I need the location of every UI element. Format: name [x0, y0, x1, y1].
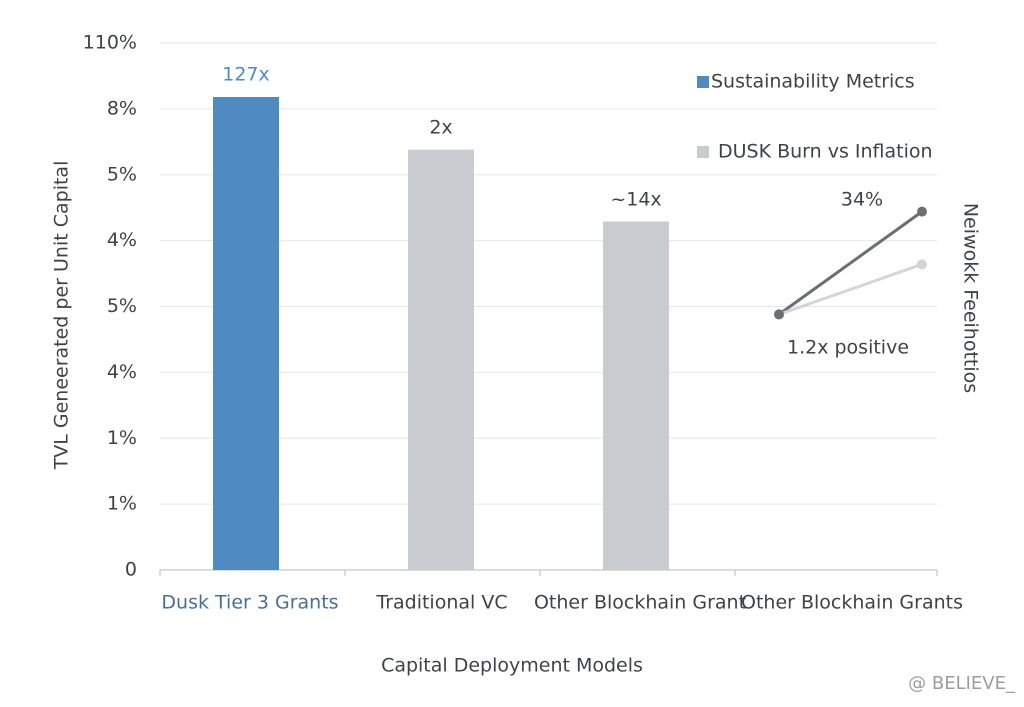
y-tick-label: 1%: [107, 427, 137, 449]
legend-swatch: [697, 76, 709, 88]
y-tick-label: 8%: [107, 97, 137, 119]
legend-label: DUSK Burn vs Inflation: [718, 141, 933, 163]
x-tick-label: Other Blockhain Grants: [741, 592, 963, 614]
bar: [603, 221, 669, 571]
line-point: [917, 206, 927, 217]
y-tick-label: 110%: [83, 32, 137, 54]
line-point: [774, 309, 784, 320]
line: [778, 262, 923, 316]
y-axis-label: TVL Geneerated per Unit Capital: [51, 161, 73, 471]
annotation: 127x: [222, 64, 270, 86]
x-tick-label: Dusk Tier 3 Grants: [161, 592, 338, 614]
legend-swatch: [697, 146, 709, 158]
annotation: ~14x: [610, 189, 661, 211]
annotation: 34%: [841, 189, 883, 211]
y-tick-label: 4%: [107, 229, 137, 251]
y-tick-label: 5%: [107, 295, 137, 317]
y-tick-label: 1%: [107, 493, 137, 515]
annotation: 1.2x positive: [787, 337, 909, 359]
bar: [408, 149, 474, 570]
annotation: 2x: [429, 117, 452, 139]
x-axis-label: Capital Deployment Models: [381, 655, 643, 677]
watermark: @ BELIEVE_: [908, 673, 1016, 694]
line: [778, 210, 923, 316]
bar: [213, 97, 279, 570]
y-tick-label: 4%: [107, 361, 137, 383]
y2-axis-label: Neiwokk Feeihottios: [960, 203, 982, 393]
legend-label: Sustainability Metrics: [711, 71, 915, 93]
line-point: [917, 259, 927, 270]
x-tick-label: Traditional VC: [375, 592, 507, 614]
y-tick-label: 5%: [107, 163, 137, 185]
y-tick-label: 0: [125, 559, 137, 581]
x-tick-label: Other Blockhain Grant: [534, 592, 746, 614]
